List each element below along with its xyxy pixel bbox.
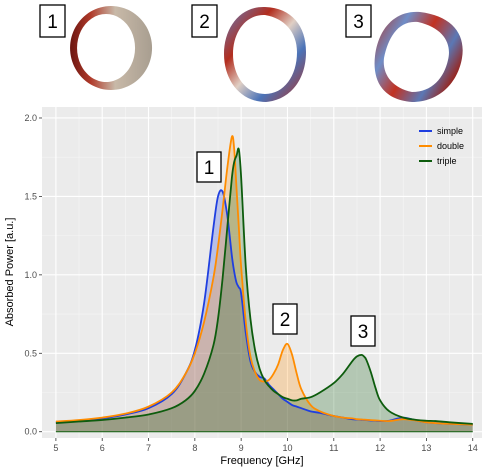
y-axis: 0.0 0.5 1.0 1.5 2.0	[24, 113, 42, 437]
image-label-2: 2	[191, 4, 218, 38]
image-label-3: 3	[345, 4, 372, 38]
legend: simple double triple	[419, 126, 464, 166]
ring-image-2	[224, 6, 306, 102]
y-tick-label: 2.0	[24, 113, 37, 123]
series-lines	[55, 135, 473, 433]
ring-shape-2	[224, 6, 306, 102]
line-triple	[55, 147, 473, 425]
image-label-2-text: 2	[199, 12, 210, 33]
x-tick-label: 12	[375, 443, 385, 453]
image-label-3-text: 3	[353, 12, 364, 33]
ring-image-1	[70, 6, 153, 90]
chart: 5 6 7 8 9 10 11 12 13 14 0.00.51.01.52.0 Frequenc…	[4, 107, 482, 467]
series-areas	[55, 136, 473, 432]
annotation-3-text: 3	[358, 322, 369, 343]
ring-shape-1	[70, 6, 153, 90]
y-tick-label: 0.5	[24, 348, 37, 358]
y-tick-label: 1.5	[24, 191, 37, 201]
image-label-1: 1	[39, 4, 66, 38]
x-tick-label: 5	[53, 443, 58, 453]
ring-image-3	[374, 11, 463, 102]
legend-label-simple: simple	[437, 126, 463, 136]
annotation-1-text: 1	[204, 158, 215, 179]
legend-label-triple: triple	[437, 156, 457, 166]
x-axis-title: Frequency [GHz]	[220, 455, 303, 467]
annotation-2: 2	[272, 303, 298, 335]
ring-shape-3	[374, 11, 463, 102]
x-tick-label: 11	[329, 443, 338, 453]
x-tick-label: 6	[100, 443, 105, 453]
legend-label-double: double	[437, 141, 464, 151]
annotation-2-text: 2	[280, 310, 291, 331]
image-label-1-text: 1	[47, 12, 58, 33]
x-tick-label: 7	[146, 443, 151, 453]
annotation-3: 3	[350, 315, 376, 347]
x-tick-label: 14	[468, 443, 478, 453]
mode-images: 1 2 3	[39, 4, 463, 102]
x-tick-label: 8	[192, 443, 197, 453]
annotation-1: 1	[196, 151, 222, 183]
y-tick-label: 0.0	[24, 427, 37, 437]
gridlines	[42, 107, 482, 438]
y-axis-title: Absorbed Power [a.u.]	[4, 218, 16, 327]
area-simple	[55, 190, 473, 432]
x-axis: 5 6 7 8 9 10 11 12 13 14	[53, 438, 478, 453]
plot-panel	[42, 107, 482, 438]
y-tick-label: 1.0	[24, 270, 37, 280]
x-tick-label: 10	[282, 443, 292, 453]
x-tick-label: 9	[239, 443, 244, 453]
line-double	[55, 135, 473, 426]
x-tick-label: 13	[421, 443, 431, 453]
